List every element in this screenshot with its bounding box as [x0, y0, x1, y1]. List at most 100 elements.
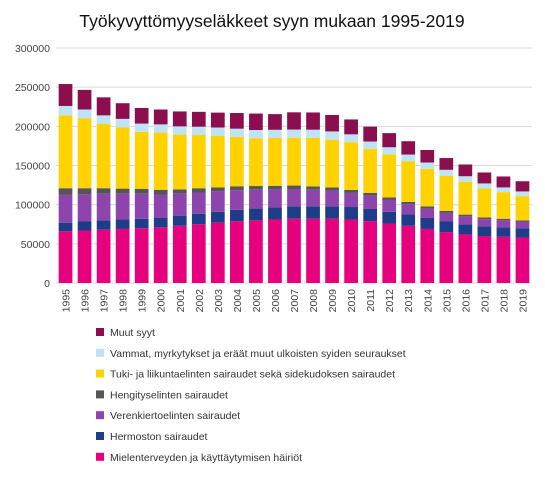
bar-segment — [287, 137, 301, 186]
bar-segment — [134, 131, 149, 189]
bar-segment — [401, 141, 416, 155]
x-tick-label: 2011 — [365, 289, 377, 312]
bar-stack — [115, 103, 130, 283]
bar-segment — [515, 228, 530, 238]
bar-segment — [191, 224, 206, 283]
x-tick-label: 2019 — [517, 289, 529, 313]
bar-stack — [515, 181, 530, 283]
bar-segment — [230, 209, 244, 222]
bar-segment — [363, 148, 378, 193]
bar-stack — [344, 119, 358, 283]
bar-stack — [134, 107, 149, 283]
bar-segment — [249, 220, 263, 283]
bar-segment — [496, 236, 511, 283]
bar-segment — [306, 137, 320, 187]
bar-segment — [401, 204, 416, 215]
bar-segment — [477, 188, 492, 218]
bar-segment — [458, 224, 473, 235]
bar-segment — [439, 158, 454, 170]
x-tick-label: 1995 — [61, 289, 73, 313]
bar-segment — [249, 186, 263, 190]
bar-segment — [77, 109, 92, 119]
x-tick-label: 2010 — [346, 289, 358, 313]
x-tick-label: 2004 — [232, 289, 244, 313]
bar-segment — [210, 135, 225, 188]
bar-segment — [96, 229, 111, 283]
bar-segment — [134, 228, 149, 283]
legend-label: Verenkiertoelinten sairaudet — [110, 410, 240, 422]
bar-segment — [439, 212, 454, 222]
bar-segment — [249, 208, 263, 221]
legend-swatch — [96, 452, 104, 461]
bar-stack — [477, 172, 492, 283]
bar-segment — [134, 123, 149, 132]
bar-stack — [401, 141, 416, 283]
bar-segment — [401, 201, 416, 205]
bar-segment — [344, 142, 358, 190]
x-tick-label: 2000 — [156, 289, 168, 313]
legend-item: Muut syyt — [96, 327, 155, 339]
bar-stack — [77, 89, 92, 283]
bar-segment — [420, 149, 435, 163]
x-tick-label: 2012 — [384, 289, 396, 313]
bar-segment — [458, 181, 473, 215]
y-tick-label: 150000 — [15, 161, 50, 173]
bar-segment — [77, 230, 92, 283]
bar-segment — [115, 118, 130, 128]
x-tick-label: 2002 — [194, 289, 206, 313]
bar-segment — [172, 111, 187, 127]
bar-segment — [77, 89, 92, 110]
bar-segment — [382, 211, 397, 224]
bar-segment — [420, 228, 435, 283]
legend-swatch — [96, 411, 104, 420]
bar-segment — [287, 112, 301, 130]
bar-segment — [230, 221, 244, 283]
bar-segment — [325, 190, 339, 207]
bar-segment — [344, 219, 358, 283]
bar-segment — [153, 109, 168, 125]
bar-segment — [363, 126, 378, 142]
bar-segment — [420, 162, 435, 169]
bar-segment — [363, 221, 378, 283]
bar-segment — [515, 191, 530, 197]
bar-segment — [287, 185, 301, 189]
bar-segment — [210, 222, 225, 283]
bar-segment — [306, 112, 320, 130]
bar-segment — [153, 124, 168, 133]
bar-stack — [382, 133, 397, 283]
bar-segment — [325, 206, 339, 219]
bar-segment — [230, 190, 244, 210]
bar-segment — [382, 197, 397, 200]
bar-stack — [496, 176, 511, 283]
bar-segment — [153, 189, 168, 195]
bar-segment — [477, 172, 492, 184]
x-tick-label: 2014 — [422, 289, 434, 313]
bar-segment — [401, 154, 416, 162]
bar-segment — [58, 194, 73, 223]
bar-segment — [191, 192, 206, 214]
bar-segment — [363, 208, 378, 222]
legend-label: Mielenterveyden ja käyttäytymisen häiriö… — [110, 452, 302, 464]
bar-segment — [77, 221, 92, 231]
x-tick-label: 2016 — [460, 289, 472, 313]
bar-segment — [496, 176, 511, 188]
bar-segment — [249, 138, 263, 187]
bar-stack — [210, 112, 225, 283]
bar-segment — [268, 129, 282, 139]
bar-segment — [268, 185, 282, 190]
x-tick-label: 2017 — [479, 289, 491, 313]
x-tick-label: 2008 — [308, 289, 320, 313]
bar-segment — [172, 215, 187, 226]
bar-segment — [96, 220, 111, 230]
bar-segment — [477, 183, 492, 189]
bar-segment — [172, 189, 187, 194]
bar-segment — [249, 189, 263, 209]
x-tick-label: 2009 — [327, 289, 339, 313]
bar-segment — [230, 136, 244, 187]
y-tick-label: 200000 — [15, 121, 50, 133]
x-tick-label: 2015 — [441, 289, 453, 313]
bar-segment — [306, 186, 320, 190]
bar-segment — [153, 194, 168, 218]
legend-label: Tuki- ja liikuntaelinten sairaudet sekä … — [110, 369, 395, 381]
bar-segment — [77, 188, 92, 195]
